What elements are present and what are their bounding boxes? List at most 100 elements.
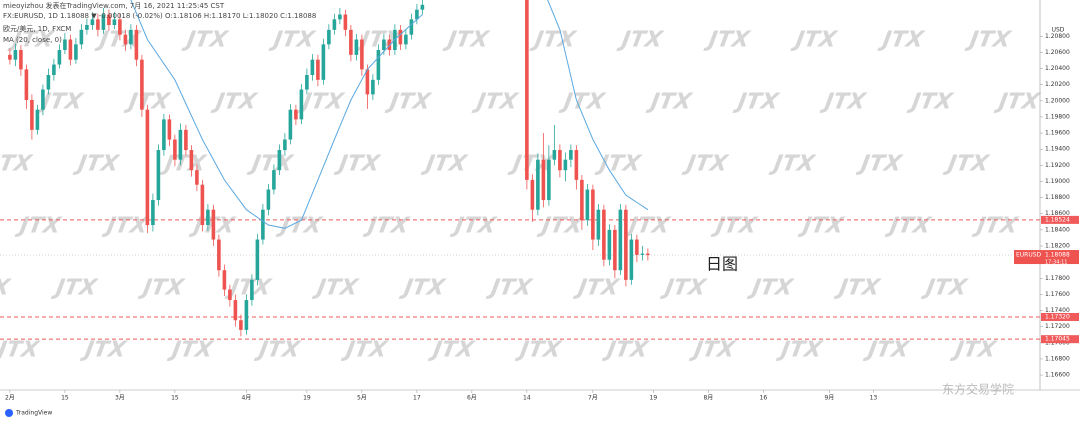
- candle-body: [134, 29, 139, 60]
- candle-body: [123, 34, 128, 45]
- watermark: JTX: [485, 275, 535, 301]
- watermark: JTX: [398, 275, 448, 301]
- candle-body: [585, 189, 590, 221]
- candle-body: [558, 150, 562, 171]
- symbol-line: FX:EURUSD, 1D 1.18088 ▼ -0.00018 (-0.02%…: [3, 12, 316, 20]
- x-tick-label: 5月: [357, 395, 367, 402]
- x-tick-label: 16: [760, 395, 768, 402]
- watermark: JTX: [616, 27, 666, 53]
- y-tick-label: 1.20600: [1045, 49, 1070, 56]
- candle-body: [613, 229, 617, 271]
- y-tick-label: 1.17800: [1045, 275, 1070, 282]
- candle-body: [79, 29, 84, 45]
- watermark: JTX: [572, 275, 622, 301]
- x-tick-label: 7月: [588, 395, 598, 402]
- candle-body: [376, 50, 381, 80]
- y-tick-label: 1.20200: [1045, 81, 1070, 88]
- candle-body: [398, 29, 403, 45]
- watermark: JTX: [732, 89, 782, 115]
- watermark: JTX: [79, 337, 129, 363]
- candle-body: [217, 239, 221, 271]
- last-time: 17:34:11: [1045, 260, 1067, 266]
- watermark: JTX: [427, 337, 477, 363]
- candle-body: [200, 184, 205, 226]
- candle-body: [250, 279, 254, 301]
- watermark: JTX: [442, 27, 492, 53]
- watermark: JTX: [471, 89, 521, 115]
- watermark: JTX: [993, 89, 1043, 115]
- candle-body: [24, 69, 29, 101]
- watermark: JTX: [558, 89, 608, 115]
- watermark: JTX: [645, 89, 695, 115]
- candle-body: [167, 119, 172, 140]
- watermark: JTX: [50, 275, 100, 301]
- last-price-label: 1.18088: [1045, 252, 1070, 259]
- plot-area: [8, 0, 650, 337]
- watermark: JTX: [0, 337, 42, 363]
- candle-body: [371, 79, 375, 95]
- watermark: JTX: [340, 337, 390, 363]
- candle-body: [145, 109, 150, 226]
- level-label: 1.17320: [1045, 313, 1070, 320]
- watermark: JTX: [775, 337, 825, 363]
- watermark: JTX: [268, 27, 318, 53]
- candle-body: [90, 19, 95, 26]
- candle-body: [195, 170, 199, 185]
- y-tick-label: 1.19600: [1045, 130, 1070, 137]
- watermark: JTX: [529, 27, 579, 53]
- last-symbol: EURUSD: [1016, 252, 1042, 259]
- candle-body: [629, 239, 634, 280]
- ma-line: [130, 0, 649, 229]
- watermark: JTX: [166, 337, 216, 363]
- y-tick-label: 1.16600: [1045, 372, 1070, 379]
- candle-body: [184, 129, 188, 151]
- y-tick-label: 1.19200: [1045, 162, 1070, 169]
- candle-body: [552, 150, 557, 160]
- x-tick-label: 15: [61, 395, 69, 402]
- watermark: JTX: [594, 151, 644, 177]
- level-tag: [1041, 215, 1079, 224]
- watermark: JTX: [797, 213, 847, 239]
- candle-body: [525, 0, 529, 180]
- watermark: JTX: [819, 89, 869, 115]
- watermark: JTX: [964, 27, 1014, 53]
- annotation: 日图: [706, 255, 738, 274]
- watermark: JTX: [536, 213, 586, 239]
- y-tick-label: 1.19000: [1045, 178, 1070, 185]
- candle-body: [140, 59, 144, 110]
- watermark: JTX: [210, 89, 260, 115]
- watermark: JTX: [311, 275, 361, 301]
- candle-body: [580, 179, 584, 221]
- candle-body: [415, 9, 419, 20]
- candle-body: [420, 4, 425, 10]
- watermark: JTX: [688, 337, 738, 363]
- watermark: JTX: [942, 151, 992, 177]
- y-tick-label: 1.17600: [1045, 291, 1070, 298]
- candle-body: [228, 289, 232, 301]
- watermark: JTX: [790, 27, 840, 53]
- candle-body: [310, 59, 315, 76]
- candle-body: [151, 200, 155, 226]
- candle-body: [547, 159, 551, 201]
- candle-body: [404, 34, 408, 45]
- candle-body: [321, 44, 326, 80]
- candle-body: [349, 29, 353, 55]
- watermark: JTX: [906, 89, 956, 115]
- x-tick-label: 3月: [115, 395, 125, 402]
- candle-body: [635, 239, 639, 255]
- y-tick-label: 1.20400: [1045, 65, 1070, 72]
- candle-body: [299, 89, 304, 120]
- candle-body: [530, 179, 535, 210]
- candle-body: [189, 150, 194, 171]
- candle-body: [239, 320, 243, 330]
- candle-body: [222, 270, 227, 290]
- candle-body: [591, 189, 595, 240]
- candle-body: [261, 209, 265, 240]
- candle-body: [13, 50, 18, 60]
- candle-body: [41, 89, 45, 110]
- logo-icon: [5, 409, 13, 417]
- watermark: JTX: [877, 27, 927, 53]
- x-tick-label: 6月: [467, 395, 477, 402]
